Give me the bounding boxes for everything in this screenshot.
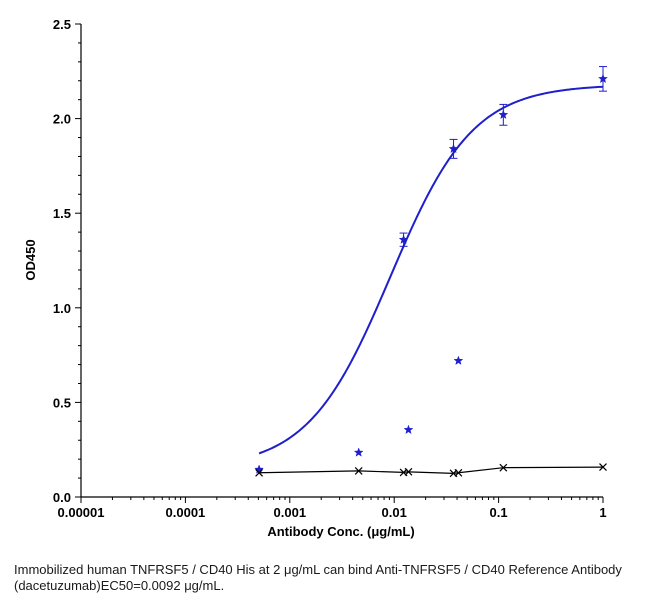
- series-layer: [255, 67, 607, 477]
- y-tick-label: 2.0: [53, 112, 71, 127]
- x-tick-label: 0.0001: [166, 505, 206, 520]
- x-tick-label: 0.00001: [58, 505, 105, 520]
- series-0: [255, 67, 607, 474]
- series-line: [259, 467, 603, 473]
- x-tick-label: 0.001: [274, 505, 307, 520]
- y-tick-label: 2.5: [53, 17, 71, 32]
- series-1: [256, 464, 607, 477]
- y-tick-label: 0.0: [53, 490, 71, 505]
- data-point: [404, 425, 413, 433]
- y-tick-label: 1.0: [53, 301, 71, 316]
- x-tick-label: 0.01: [382, 505, 407, 520]
- x-axis-title: Antibody Conc. (μg/mL): [267, 524, 414, 539]
- y-axis-title: OD450: [23, 239, 38, 280]
- chart: 0.0 0.5 1.0 1.5 2.0 2.5 0.00001 0.0001 0.001 0.01…: [0, 0, 658, 604]
- x-tick-label: 1: [599, 505, 606, 520]
- data-point: [454, 356, 463, 364]
- axes: 0.0 0.5 1.0 1.5 2.0 2.5 0.00001 0.0001 0.001 0.01…: [53, 17, 607, 520]
- figure-caption: Immobilized human TNFRSF5 / CD40 His at …: [14, 562, 644, 594]
- chart-svg: 0.0 0.5 1.0 1.5 2.0 2.5 0.00001 0.0001 0.001 0.01…: [0, 0, 658, 560]
- x-tick-label: 0.1: [490, 505, 508, 520]
- fit-curve: [259, 87, 603, 454]
- y-tick-label: 1.5: [53, 206, 71, 221]
- y-tick-label: 0.5: [53, 395, 71, 410]
- data-point: [354, 448, 363, 456]
